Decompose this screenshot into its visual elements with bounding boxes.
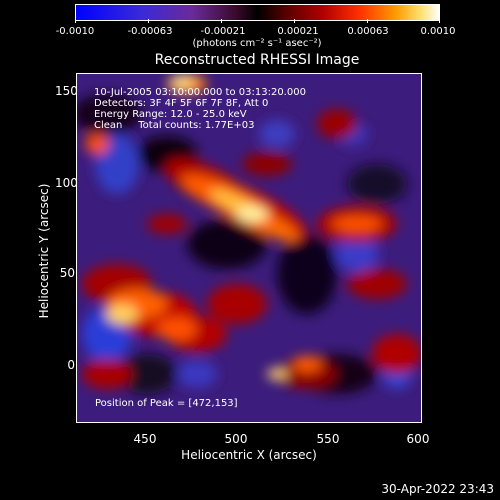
rhessi-image-map	[77, 74, 421, 422]
info-energy-range: Energy Range: 12.0 - 25.0 keV	[94, 109, 247, 120]
x-tick-label: 600	[406, 432, 430, 446]
info-detectors: Detectors: 3F 4F 5F 6F 7F 8F, Att 0	[94, 98, 269, 109]
colorbar-label: -0.0010	[55, 26, 95, 37]
rhessi-image: 10-Jul-2005 03:10:00.000 to 03:13:20.000…	[76, 73, 422, 423]
info-time-range: 10-Jul-2005 03:10:00.000 to 03:13:20.000	[94, 87, 306, 98]
peak-position: Position of Peak = [472,153]	[95, 398, 238, 409]
colorbar-tick	[148, 19, 149, 23]
colorbar-tick	[221, 19, 222, 23]
colorbar-tick	[367, 19, 368, 23]
colorbar-label: -0.00021	[200, 26, 246, 37]
y-tick-label: 50	[59, 266, 75, 280]
colorbar-label: -0.00063	[127, 26, 173, 37]
y-tick-label: 0	[67, 358, 75, 372]
colorbar-label: 0.0010	[420, 26, 456, 37]
colorbar-tick	[439, 19, 440, 23]
timestamp: 30-Apr-2022 23:43	[381, 482, 494, 496]
colorbar-tick	[294, 19, 295, 23]
x-tick-label: 500	[224, 432, 248, 446]
colorbar-label: 0.00021	[277, 26, 319, 37]
colorbar	[75, 4, 440, 21]
image-title: Reconstructed RHESSI Image	[154, 52, 360, 68]
y-tick-label: 150	[55, 84, 78, 98]
colorbar-tick	[75, 19, 76, 23]
colorbar-label: 0.00063	[347, 26, 389, 37]
y-axis-label: Heliocentric Y (arcsec)	[37, 183, 51, 319]
y-tick-label: 100	[55, 176, 78, 190]
info-total-counts: Clean Total counts: 1.77E+03	[94, 120, 255, 131]
x-tick-label: 550	[316, 432, 340, 446]
x-axis-label: Heliocentric X (arcsec)	[181, 448, 317, 462]
x-tick-label: 450	[133, 432, 157, 446]
colorbar-units: (photons cm⁻² s⁻¹ asec⁻²)	[192, 38, 322, 49]
